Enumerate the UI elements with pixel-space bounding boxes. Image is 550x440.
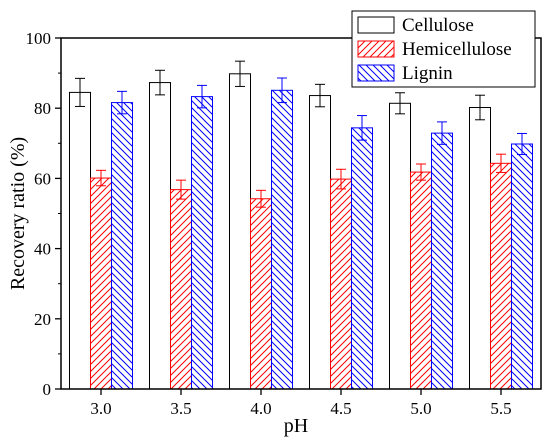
x-tick-label: 5.5 [490,399,511,418]
error-bar-cellulose-4.5 [315,83,325,108]
x-axis-title: pH [284,415,308,437]
error-bar-lignin-5.5 [517,132,527,156]
bar-cellulose-4.5 [309,95,331,390]
error-bar-cellulose-5.5 [475,94,485,121]
error-bar-hemicellulose-3.5 [176,179,186,200]
bar-hemicellulose-5.5 [490,162,512,390]
y-tick-label: 40 [34,240,51,259]
error-bar-cellulose-5.0 [395,92,405,115]
bar-cellulose-3.0 [69,91,91,390]
bar-cellulose-4.0 [229,73,251,390]
x-tick-label: 4.5 [330,399,351,418]
error-bar-hemicellulose-3.0 [96,169,106,187]
error-bar-hemicellulose-5.0 [416,163,426,181]
legend-label-lignin: Lignin [402,63,453,84]
bar-hemicellulose-5.0 [410,171,432,390]
legend-label-hemicellulose: Hemicellulose [402,39,512,60]
bar-lignin-5.0 [431,132,453,390]
legend-swatch-lignin [357,64,395,82]
y-tick-label: 20 [34,310,51,329]
error-bar-lignin-4.0 [277,77,287,104]
error-bar-hemicellulose-4.0 [256,189,266,208]
legend-label-cellulose: Cellulose [402,15,474,36]
x-tick-label: 3.0 [90,399,111,418]
bar-lignin-3.0 [111,102,133,390]
y-axis-title: Recovery ratio (%) [7,137,29,290]
y-tick-label: 60 [34,169,51,188]
error-bar-lignin-3.0 [117,90,127,115]
bar-hemicellulose-4.5 [330,178,352,390]
error-bar-lignin-5.0 [437,121,447,145]
error-bar-cellulose-3.0 [75,77,85,107]
legend-swatch-hemicellulose [357,40,395,58]
y-tick-label: 0 [43,380,52,399]
bar-cellulose-3.5 [149,82,171,390]
legend-swatch-cellulose [357,16,395,34]
bar-hemicellulose-3.5 [170,189,192,390]
x-tick-label: 4.0 [250,399,271,418]
error-bar-hemicellulose-5.5 [496,153,506,173]
error-bar-lignin-3.5 [197,84,207,109]
x-tick-label: 3.5 [170,399,191,418]
bar-cellulose-5.5 [469,106,491,390]
bar-hemicellulose-4.0 [250,198,272,390]
bar-hemicellulose-3.0 [90,177,112,390]
bar-lignin-5.5 [511,143,533,390]
bar-cellulose-5.0 [389,102,411,390]
error-bar-cellulose-3.5 [155,69,165,96]
error-bar-hemicellulose-4.5 [336,168,346,190]
y-tick-label: 100 [26,29,52,48]
x-tick-label: 5.0 [410,399,431,418]
error-bar-cellulose-4.0 [235,60,245,87]
bar-lignin-4.0 [271,89,293,390]
error-bar-lignin-4.5 [357,115,367,141]
y-tick-label: 80 [34,99,51,118]
bar-lignin-3.5 [191,96,213,390]
bar-lignin-4.5 [351,127,373,390]
